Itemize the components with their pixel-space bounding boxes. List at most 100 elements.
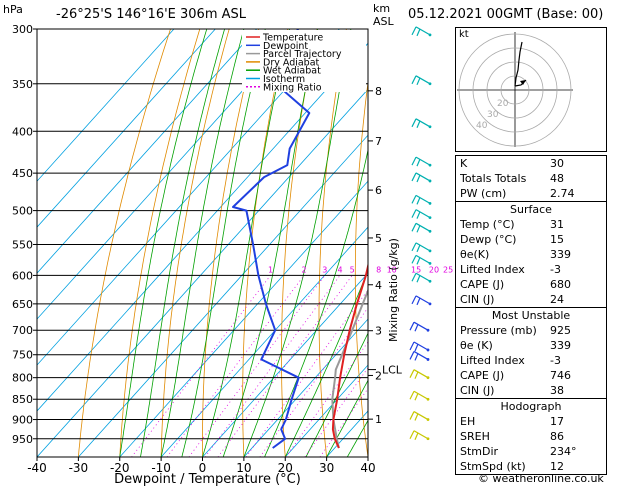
wind-barb-flag [411, 209, 417, 218]
x-tick-label: 10 [236, 461, 251, 475]
isotherm-line [202, 272, 368, 457]
wind-barb-flag [414, 432, 419, 441]
wind-barb [409, 341, 430, 352]
precipitable-water-row: PW (cm) 2.74 [456, 186, 606, 201]
wind-barb-dot [426, 437, 430, 441]
pressure-tick-label: 900 [12, 414, 33, 427]
wind-barb-flag [416, 158, 421, 167]
wind-barb-flag [411, 273, 417, 282]
station-location: -26°25'S 146°16'E 306m ASL [56, 7, 247, 22]
wind-barb-dot [428, 82, 432, 86]
wet-adiabat-line [305, 332, 368, 457]
wind-barb-flag [411, 255, 417, 264]
hodograph-title: Hodograph [500, 400, 562, 413]
x-tick-label: -30 [69, 461, 89, 475]
pressure-tick-label: 600 [12, 269, 33, 282]
precipitable-water-value: 2.74 [550, 187, 575, 200]
wind-barb-flag [411, 195, 417, 204]
wind-barb-flag [411, 26, 417, 36]
wind-barb-dot [426, 328, 430, 332]
legend-entry: Dewpoint [263, 41, 308, 52]
wind-barb-flag [416, 297, 421, 306]
wind-barb [411, 172, 432, 183]
wind-barb [411, 26, 432, 37]
dry-adiabat-line [354, 79, 368, 457]
wind-barb [411, 242, 432, 253]
legend-entry: Isotherm [263, 74, 305, 85]
wind-barb-flag [411, 223, 417, 232]
wind-barb-flag [416, 225, 421, 233]
isotherm-line [160, 226, 368, 457]
wind-barb-dot [428, 302, 432, 306]
wind-barb-flag [416, 197, 421, 205]
dewpoint-profile-line [232, 29, 311, 449]
wind-barb-flag [416, 257, 421, 265]
wind-barb-flag [414, 371, 419, 379]
surface-cape-value: 680 [550, 278, 571, 291]
km-tick-label: 3 [375, 325, 382, 338]
wind-barb-staff [413, 341, 429, 351]
k-index-row: K 30 [456, 156, 606, 171]
mixing-ratio-line [166, 275, 305, 457]
km-unit-label: km [373, 2, 391, 15]
wind-barb-flag [416, 120, 421, 129]
eh-value: 17 [550, 415, 564, 428]
mu-cin-value: 38 [550, 384, 564, 397]
wind-barb [409, 411, 430, 421]
most-unstable-title: Most Unstable [491, 309, 571, 322]
wind-barb [411, 75, 432, 86]
x-tick-label: 30 [319, 461, 334, 475]
wind-barb-flag [411, 156, 417, 166]
wind-barb [411, 194, 432, 205]
hodograph-panel: kt 20 30 40 [455, 27, 607, 152]
mixing-ratio-label: 1 [268, 265, 273, 274]
isotherm-line [37, 29, 299, 320]
km-tick-label: 6 [375, 184, 382, 197]
storm-motion-arrowhead [520, 80, 526, 85]
wind-barb [411, 295, 432, 306]
wind-barb [411, 222, 432, 233]
wind-barb-staff [415, 242, 431, 252]
pressure-tick-label: 750 [12, 349, 33, 362]
isotherm-line [37, 42, 368, 412]
isotherm-line [37, 29, 216, 228]
wind-barb-staff [413, 430, 429, 440]
wind-barb [411, 209, 432, 220]
x-tick-label: 0 [199, 461, 207, 475]
wind-barb-staff [415, 295, 431, 305]
pressure-tick-label: 400 [12, 125, 33, 138]
hodograph-section: Hodograph EH 17 SREH 86 StmDir 234° StmSpd … [456, 398, 606, 474]
wind-barb-staff [415, 118, 431, 128]
wind-barb-dot [428, 125, 432, 129]
wind-barb-flag [416, 211, 421, 219]
wind-barb-flag [411, 118, 417, 128]
wind-barb [409, 350, 430, 361]
totals-totals-row: Totals Totals 48 [456, 171, 606, 186]
wind-barb-flag [411, 172, 417, 182]
isotherm-line [78, 134, 368, 457]
km-tick-label: 8 [375, 85, 382, 98]
pressure-tick-label: 350 [12, 78, 33, 91]
mixing-ratio-label: 15 [411, 265, 421, 274]
legend-background [242, 30, 366, 92]
pressure-tick-label: 500 [12, 205, 33, 218]
isotherm-line [119, 180, 368, 457]
wind-barb-staff [415, 156, 431, 166]
wind-barb [409, 430, 430, 441]
wind-barb-flag [409, 411, 415, 420]
totals-totals-value: 48 [550, 172, 564, 185]
wind-barb-dot [428, 179, 432, 183]
wind-barb-flag [414, 413, 419, 421]
wind-barb-staff [415, 26, 431, 36]
surface-temp-value: 31 [550, 218, 564, 231]
hodo-ring-label-20: 20 [497, 99, 509, 109]
wind-barb-flag [411, 242, 417, 252]
wind-barb-staff [413, 390, 429, 400]
parcel-trajectory-line [331, 288, 368, 449]
wind-barb [409, 321, 430, 332]
wet-adiabat-line [119, 29, 208, 457]
km-tick-label: 1 [375, 413, 382, 426]
wind-barb-dot [428, 202, 432, 205]
isotherm-line [37, 29, 257, 274]
